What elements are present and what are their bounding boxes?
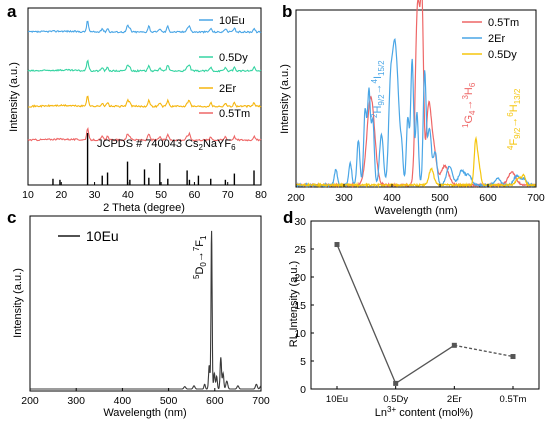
legend-label: 0.5Tm	[488, 17, 519, 29]
x-tick-label: 400	[114, 395, 132, 407]
panel-c-legend: 10Eu	[58, 228, 119, 244]
x-tick-label: 700	[252, 395, 270, 407]
x-tick-label: 200	[21, 395, 39, 407]
y-tick-label: 20	[294, 272, 306, 284]
xrd-line-10Eu	[28, 20, 262, 34]
legend-label: 10Eu	[219, 15, 245, 27]
data-point-10Eu	[334, 242, 340, 248]
panel-c-frame	[29, 215, 262, 392]
panel-a-frame	[27, 7, 262, 186]
data-point-0.5Dy	[393, 380, 399, 386]
panel-b-label: b	[282, 2, 292, 21]
panel-b-annotation-er: 2H9/2→4I15/2	[370, 60, 386, 118]
x-tick-label: 400	[383, 192, 401, 204]
y-tick-label: 5	[300, 356, 306, 368]
panel-d: d 0 5 10 15 20 25 30 10Eu 0.5Dy 2Er 0.5Tm Ln3+ con…	[283, 208, 540, 419]
spectrum-line-10Eu	[30, 230, 262, 390]
panel-c-series	[30, 230, 262, 390]
panel-c-x-ticks: 200 300 400 500 600 700	[21, 388, 270, 407]
x-tick-label: 200	[287, 192, 305, 204]
data-point-2Er	[451, 342, 457, 348]
xrd-line-0.5Tm	[27, 127, 262, 142]
x-tick-label: 20	[55, 189, 67, 201]
x-tick-label: 500	[431, 192, 449, 204]
y-tick-label: 25	[294, 244, 306, 256]
panel-b-x-axis-label: Wavelength (nm)	[374, 205, 457, 217]
panel-b-series	[295, 0, 537, 189]
x-tick-label: 600	[479, 192, 497, 204]
series-segment	[336, 244, 397, 384]
panel-d-ticks: 0 5 10 15 20 25 30 10Eu 0.5Dy 2Er 0.5Tm	[294, 216, 526, 405]
x-tick-label: 700	[527, 192, 545, 204]
legend-label: 0.5Dy	[219, 52, 248, 64]
panel-a-y-axis-label: Intensity (a.u.)	[8, 62, 20, 132]
x-tick-label: 0.5Dy	[383, 394, 408, 405]
panel-a-x-ticks: 10 20 30 40 50 60 70 80	[22, 182, 267, 201]
panel-a-legend: 10Eu 0.5Dy 2Er 0.5Tm	[199, 15, 250, 120]
spectrum-line-0.5Dy	[295, 135, 537, 189]
panel-a-series	[27, 20, 262, 142]
panel-b-x-ticks: 200 300 400 500 600 700	[287, 184, 545, 204]
legend-label: 10Eu	[86, 228, 119, 244]
panel-a-reference-bars	[52, 133, 255, 185]
x-tick-label: 300	[67, 395, 85, 407]
x-tick-label: 500	[160, 395, 178, 407]
xrd-line-0.5Dy	[27, 59, 262, 73]
x-tick-label: 600	[206, 395, 224, 407]
y-tick-label: 15	[294, 300, 306, 312]
panel-a-x-axis-label: 2 Theta (degree)	[103, 202, 185, 214]
legend-label: 2Er	[488, 33, 505, 45]
data-point-0.5Tm	[510, 354, 516, 360]
x-tick-label: 0.5Tm	[500, 394, 527, 405]
panel-c-x-axis-label: Wavelength (nm)	[103, 407, 186, 419]
x-tick-label: 60	[189, 189, 201, 201]
legend-label: 0.5Tm	[219, 108, 250, 120]
series-segment	[395, 344, 455, 384]
panel-c: c 200 300 400 500 600 700 10Eu 5D0→7F1 Wavele…	[7, 208, 270, 419]
panel-d-y-axis-label: RL Intensity (a.u.)	[288, 261, 300, 347]
x-tick-label: 10Eu	[326, 394, 348, 405]
y-tick-label: 10	[294, 328, 306, 340]
panel-b-annotation-dy: 4F9/2→6H13/2	[506, 88, 522, 150]
x-tick-label: 70	[222, 189, 234, 201]
x-tick-label: 80	[255, 189, 267, 201]
panel-a-label: a	[7, 2, 17, 21]
panel-a: a 10 20 30 40 50 60 70 80 10Eu 0.5Dy 2Er 0.5Tm JCP…	[7, 2, 267, 214]
x-tick-label: 40	[122, 189, 134, 201]
panel-b-annotation-tm: 1G4→3H6	[461, 82, 477, 128]
panel-c-annotation: 5D0→7F1	[192, 235, 208, 279]
series-segment	[454, 344, 514, 358]
y-tick-label: 30	[294, 216, 306, 228]
legend-label: 0.5Dy	[488, 49, 517, 61]
legend-label: 2Er	[219, 83, 236, 95]
panel-b-legend: 0.5Tm 2Er 0.5Dy	[462, 17, 519, 61]
panel-c-label: c	[7, 208, 16, 227]
panel-b: b 200 300 400 500 600 700 0.5Tm 2Er 0.5Dy 2H9/2…	[279, 0, 545, 217]
x-tick-label: 10	[22, 189, 34, 201]
panel-d-series	[334, 242, 516, 386]
x-tick-label: 30	[89, 189, 101, 201]
x-tick-label: 50	[155, 189, 167, 201]
x-tick-label: 300	[335, 192, 353, 204]
panel-b-y-axis-label: Intensity (a.u.)	[279, 64, 291, 134]
y-tick-label: 0	[300, 384, 306, 396]
spectrum-line-2Er	[295, 38, 537, 189]
panel-d-x-axis-label: Ln3+ content (mol%)	[375, 405, 473, 419]
x-tick-label: 2Er	[447, 394, 462, 405]
xrd-line-2Er	[28, 95, 262, 109]
panel-b-frame	[295, 9, 537, 188]
panel-d-label: d	[283, 208, 293, 227]
panel-a-reference-label: JCPDS # 740043 Cs2NaYF6	[97, 138, 236, 152]
panel-c-y-axis-label: Intensity (a.u.)	[12, 268, 24, 338]
